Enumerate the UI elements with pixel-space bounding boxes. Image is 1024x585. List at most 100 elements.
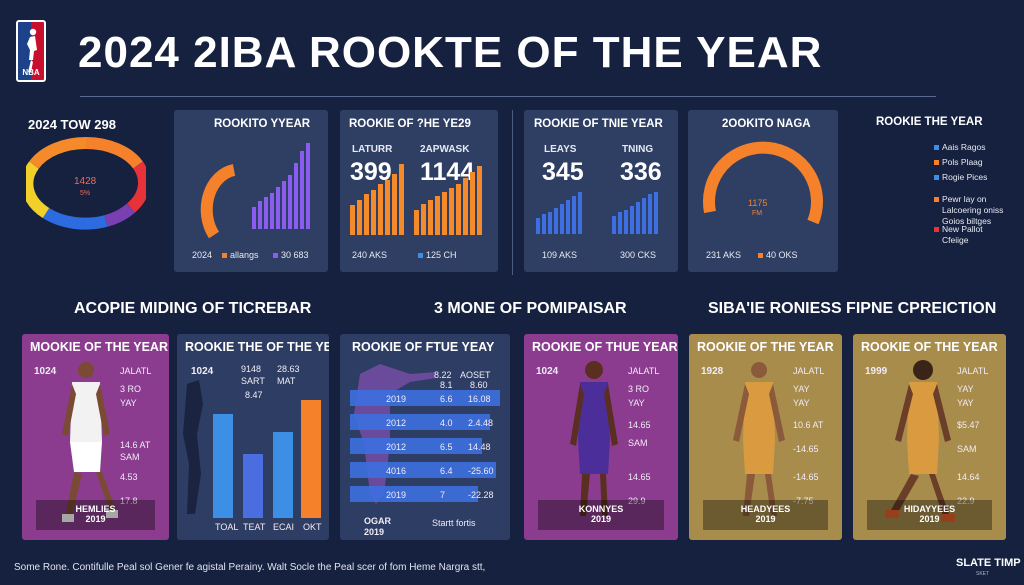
page-title: 2024 2IBA ROOKTE OF THE YEAR [78, 28, 823, 77]
bar [301, 400, 321, 518]
player-figure-icon [733, 362, 785, 516]
nba-logo: NBA [16, 20, 46, 82]
card-stat: 8.22 [434, 370, 452, 380]
card-nameplate: HEMLIES 2019 [36, 500, 155, 530]
player-year: 2019 [919, 514, 940, 524]
purple-bar [270, 193, 274, 229]
bar [442, 192, 447, 235]
bar-label: TEAT [243, 522, 266, 532]
card-stat: SART [241, 376, 265, 386]
value-a: 399 [350, 158, 392, 186]
bar [477, 166, 482, 235]
panel-rookie-tnie-year: ROOKIE OF TNIE YEAR LEAYS TNING 345 336 … [524, 110, 678, 272]
card-year: 1999 [865, 366, 888, 377]
row-year: 2012 [386, 418, 407, 428]
card-stat: 8.47 [245, 390, 263, 400]
panel3-footer-a: 109 AKS [542, 250, 578, 260]
bar [566, 200, 570, 234]
bar [636, 202, 640, 234]
bar [449, 188, 454, 235]
row-bar [350, 414, 490, 430]
donut-segment-yellow [26, 161, 50, 219]
purple-bar [300, 151, 304, 229]
card-stat: -14.65 [793, 444, 819, 454]
purple-bar [294, 163, 298, 229]
card-stat: 28.63 [277, 364, 300, 374]
card-nameplate: KONNYES 2019 [538, 500, 664, 530]
card-stat: 22.9 [957, 496, 975, 506]
bar [371, 190, 376, 235]
panel1-footer-right: 30 683 [281, 250, 309, 260]
player-card-6: ROOKIE OF THE YEAR 1999 JALATL YAY YAY $… [853, 334, 1006, 540]
panel1-chart [200, 143, 310, 239]
panel-rookito-naga: 2OOKITO NAGA 1175 FM 231 AKS 40 OKS [688, 110, 838, 272]
purple-bar [276, 187, 280, 229]
row-year: 4016 [386, 466, 407, 476]
bar [421, 204, 426, 235]
donut-segment-purple [104, 203, 136, 227]
donut-segment-orange [85, 136, 143, 169]
panel3-bars [536, 192, 658, 234]
donut-segment-red [126, 161, 146, 213]
panel-title: ROOKITO YYEAR [214, 118, 311, 130]
donut-segment-blue [42, 207, 108, 230]
panel-title: ROOKIE OF TNIE YEAR [534, 118, 663, 130]
player-card-4: ROOKIE OF THUE YEAR 1024 JALATL 3 RO YAY… [524, 334, 678, 540]
row-val: 6.4 [440, 466, 453, 476]
donut-center-sub: 5% [80, 190, 91, 197]
bar [463, 178, 468, 235]
card3-footer-a: OGAR [364, 516, 391, 526]
bar [456, 184, 461, 235]
player-silhouette [183, 380, 203, 514]
card-stat: 3 RO [120, 384, 142, 394]
card-stat: 29.9 [628, 496, 646, 506]
value-a: 345 [542, 158, 584, 186]
row-bar [350, 462, 496, 478]
player-year: 2019 [85, 514, 106, 524]
label-a: LEAYS [544, 144, 577, 155]
card3-chart [350, 364, 500, 504]
bar [414, 210, 419, 235]
bar [642, 198, 646, 234]
card2-chart [183, 380, 321, 518]
bar [654, 192, 658, 234]
bar [273, 432, 293, 518]
purple-bar [252, 207, 256, 229]
row-val: -25.60 [468, 466, 494, 476]
player-name: HEADYEES [740, 504, 791, 514]
row-val: 4.0 [440, 418, 453, 428]
donut-chart [26, 136, 146, 230]
panel-title: 2OOKITO NAGA [722, 118, 811, 130]
label-b: TNING [622, 144, 654, 155]
player-silhouette [354, 364, 436, 504]
label-a: LATURR [352, 144, 393, 155]
bar [618, 212, 622, 234]
legend-swatch-red [934, 227, 939, 232]
bar [536, 218, 540, 234]
bar [612, 216, 616, 234]
card-stat: 14.65 [628, 472, 651, 482]
card-stat: 8.60 [470, 380, 488, 390]
legend-title: ROOKIE THE YEAR [876, 116, 983, 128]
row-val: 7 [440, 490, 446, 500]
gauge-center-sub: FM [752, 210, 763, 217]
panel4-gauge [703, 141, 823, 225]
bar [572, 196, 576, 234]
bar [542, 214, 546, 234]
card-stat: MAT [277, 376, 296, 386]
panel1-footer-left: 2024 [192, 250, 213, 260]
card-stat: 4.53 [120, 472, 138, 482]
bar [357, 200, 362, 235]
card-title: ROOKIE OF THUE YEAR [532, 340, 678, 354]
donut-caption: 2024 TOW 298 [28, 117, 116, 132]
brand-logo: SLATE TIMP [956, 557, 1021, 569]
logo-text: NBA [22, 68, 40, 77]
bar [630, 206, 634, 234]
purple-bar [264, 197, 268, 229]
panel-rookie-of-the-year: ROOKIE OF ?HE YE29 LATURR 2APWASK 399 11… [340, 110, 498, 272]
card-stat: 14.65 [628, 420, 651, 430]
row-val: 14.48 [468, 442, 491, 452]
row-val: 6.6 [440, 394, 453, 404]
orange-legend-swatch [758, 253, 763, 258]
bar [243, 454, 263, 518]
